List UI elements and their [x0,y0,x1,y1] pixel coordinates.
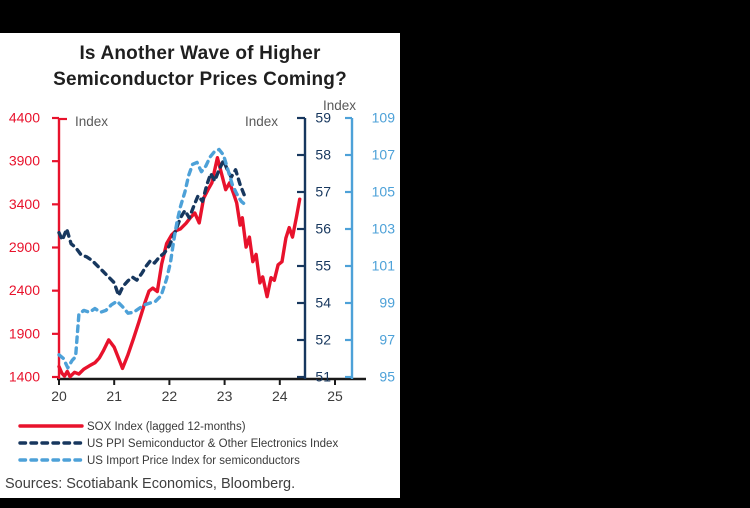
right_outer-axis-tick-label: 99 [379,295,395,311]
x-axis-tick-label: 21 [106,388,122,404]
right_inner-axis-tick-label: 51 [315,369,331,385]
tick-labels-group: 20 21 22 23 24 25 4400 3900 3400 2900 2400 1900 1400… [9,110,395,405]
right_inner-axis-tick-label: 59 [315,110,331,126]
series-line-1 [57,158,247,298]
legend-label-0: SOX Index (lagged 12-months) [87,421,246,433]
right_outer-axis-tick-label: 101 [372,258,396,274]
series-group [57,147,302,379]
series-line-2 [57,147,248,370]
sources-note: Sources: Scotiabank Economics, Bloomberg… [5,476,295,492]
chart-title: Is Another Wave of Higher Semiconductor … [0,33,400,93]
left-axis-unit-label: Index [75,114,108,129]
right_outer-axis-tick-label: 105 [372,184,396,200]
legend-group: SOX Index (lagged 12-months) US PPI Semic… [18,421,338,467]
left-axis-tick-label: 4400 [9,110,40,126]
right_outer-axis-tick-label: 103 [372,221,396,237]
right_inner-axis-tick-label: 56 [315,221,331,237]
right_inner-axis-tick-label: 58 [315,147,331,163]
right_outer-axis-tick-label: 95 [379,369,395,385]
right_outer-axis-tick-label: 109 [372,110,396,126]
chart-title-line2: Semiconductor Prices Coming? [53,69,347,90]
legend-label-1: US PPI Semiconductor & Other Electronics… [87,438,338,450]
left-axis-tick-label: 1900 [9,325,40,341]
left-axis-tick-label: 2900 [9,239,40,255]
right_inner-axis-tick-label: 55 [315,258,331,274]
right_inner-axis-tick-label: 54 [315,295,331,311]
left-axis-tick-label: 2400 [9,282,40,298]
right_outer-axis-tick-label: 97 [379,332,395,348]
left-axis-tick-label: 1400 [9,369,40,385]
chart-card: Is Another Wave of Higher Semiconductor … [0,33,400,498]
series-line-0 [57,155,302,379]
left-axis-tick-label: 3400 [9,196,40,212]
chart-title-line1: Is Another Wave of Higher [79,43,321,64]
right_inner-axis-tick-label: 52 [315,332,331,348]
x-axis-tick-label: 25 [327,388,343,404]
right-outer-axis-unit-label: Index [323,98,356,113]
x-axis-tick-label: 23 [217,388,233,404]
left-axis-tick-label: 3900 [9,153,40,169]
right-inner-axis-unit-label: Index [245,114,278,129]
legend-label-2: US Import Price Index for semiconductors [87,455,300,467]
x-axis-tick-label: 24 [272,388,288,404]
chart-canvas: 20 21 22 23 24 25 4400 3900 3400 2900 2400 1900 1400… [5,98,395,492]
right_outer-axis-tick-label: 107 [372,147,396,163]
x-axis-tick-label: 20 [51,388,67,404]
axes-group [52,116,366,385]
x-axis-tick-label: 22 [162,388,178,404]
right_inner-axis-tick-label: 57 [315,184,331,200]
